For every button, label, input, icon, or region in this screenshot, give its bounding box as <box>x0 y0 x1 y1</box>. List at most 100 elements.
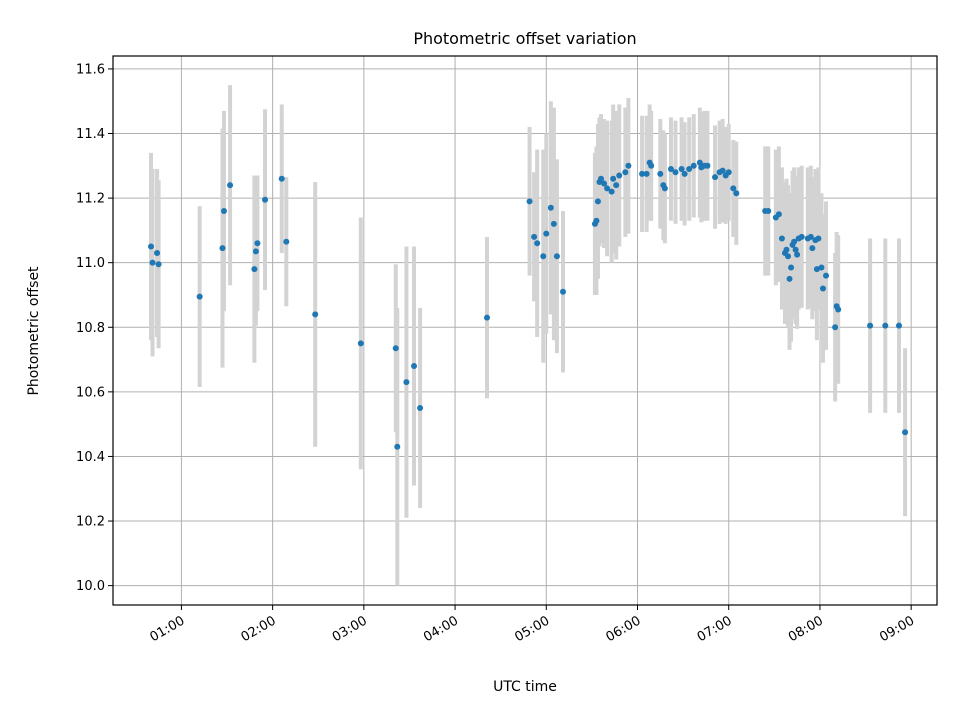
data-point <box>601 180 608 187</box>
data-point <box>785 253 792 260</box>
data-point <box>543 230 550 237</box>
y-tick-label: 10.2 <box>76 515 105 530</box>
data-point <box>783 246 790 253</box>
data-point <box>262 196 269 203</box>
grid <box>113 56 937 605</box>
data-point <box>835 306 842 313</box>
data-point <box>547 204 554 211</box>
data-point <box>312 311 319 318</box>
data-point <box>657 170 664 177</box>
y-tick-label: 10.0 <box>76 579 105 594</box>
data-point <box>392 345 399 352</box>
data-point <box>902 429 909 436</box>
data-point <box>730 185 737 192</box>
data-point <box>252 248 259 255</box>
data-point <box>809 245 816 252</box>
data-point <box>794 251 801 258</box>
data-point <box>788 264 795 271</box>
data-point <box>251 266 258 273</box>
data-point <box>639 170 646 177</box>
data-point <box>149 259 156 266</box>
data-point <box>733 190 740 197</box>
data-point <box>196 293 203 300</box>
data-point <box>534 240 541 247</box>
data-point <box>704 162 711 169</box>
data-point <box>283 238 290 245</box>
y-axis-ticks: 10.0 10.2 10.4 10.6 10.8 11.0 11.2 11.4 11.6 <box>76 62 113 594</box>
data-point <box>725 169 732 176</box>
data-point <box>553 253 560 260</box>
data-point <box>765 208 772 215</box>
x-axis-label: UTC time <box>493 679 557 695</box>
data-point <box>560 288 567 295</box>
y-tick-label: 11.6 <box>76 62 105 77</box>
data-point <box>648 162 655 169</box>
data-point <box>818 264 825 271</box>
data-points <box>148 159 909 450</box>
data-point <box>813 266 820 273</box>
data-point <box>681 170 688 177</box>
data-point <box>791 238 798 245</box>
data-point <box>667 166 674 173</box>
data-point <box>154 249 161 256</box>
data-point <box>604 185 611 192</box>
data-point <box>411 363 418 370</box>
data-point <box>622 169 629 176</box>
data-point <box>550 220 557 227</box>
data-point <box>792 246 799 253</box>
data-point <box>155 261 162 268</box>
data-point <box>678 166 685 173</box>
data-point <box>786 275 793 282</box>
data-point <box>625 162 632 169</box>
data-point <box>686 166 693 173</box>
y-tick-label: 11.2 <box>76 192 105 207</box>
data-point <box>594 198 601 205</box>
plot-frame <box>112 55 938 606</box>
data-point <box>219 245 226 252</box>
y-axis-label: Photometric offset <box>26 266 42 396</box>
data-point <box>254 240 261 247</box>
data-point <box>819 285 826 292</box>
data-point <box>719 167 726 174</box>
data-point <box>815 235 822 242</box>
y-tick-label: 11.4 <box>76 127 105 142</box>
data-point <box>483 314 490 321</box>
data-point <box>778 235 785 242</box>
y-tick-label: 11.0 <box>76 256 105 271</box>
y-tick-label: 10.6 <box>76 385 105 400</box>
data-point <box>148 243 155 250</box>
data-point <box>526 198 533 205</box>
data-point <box>712 174 719 181</box>
data-point <box>220 208 227 215</box>
data-point <box>227 182 234 189</box>
data-point <box>593 217 600 224</box>
y-tick-label: 10.8 <box>76 321 105 336</box>
data-point <box>867 322 874 329</box>
data-point <box>832 324 839 331</box>
data-point <box>598 175 605 182</box>
data-point <box>608 188 615 195</box>
data-point <box>696 159 703 166</box>
data-point <box>895 322 902 329</box>
data-point <box>672 169 679 176</box>
chart-title: Photometric offset variation <box>413 29 636 48</box>
data-point <box>278 175 285 182</box>
data-point <box>775 211 782 218</box>
data-point <box>807 233 814 240</box>
y-tick-label: 10.4 <box>76 450 105 465</box>
data-point <box>643 170 650 177</box>
data-point <box>610 175 617 182</box>
data-point <box>531 233 538 240</box>
data-point <box>798 233 805 240</box>
data-point <box>357 340 364 347</box>
data-point <box>690 162 697 169</box>
data-point <box>616 172 623 179</box>
data-point <box>882 322 889 329</box>
data-point <box>417 405 424 412</box>
data-point <box>823 272 830 279</box>
data-point <box>661 185 668 192</box>
data-point <box>540 253 547 260</box>
data-point <box>394 443 401 450</box>
